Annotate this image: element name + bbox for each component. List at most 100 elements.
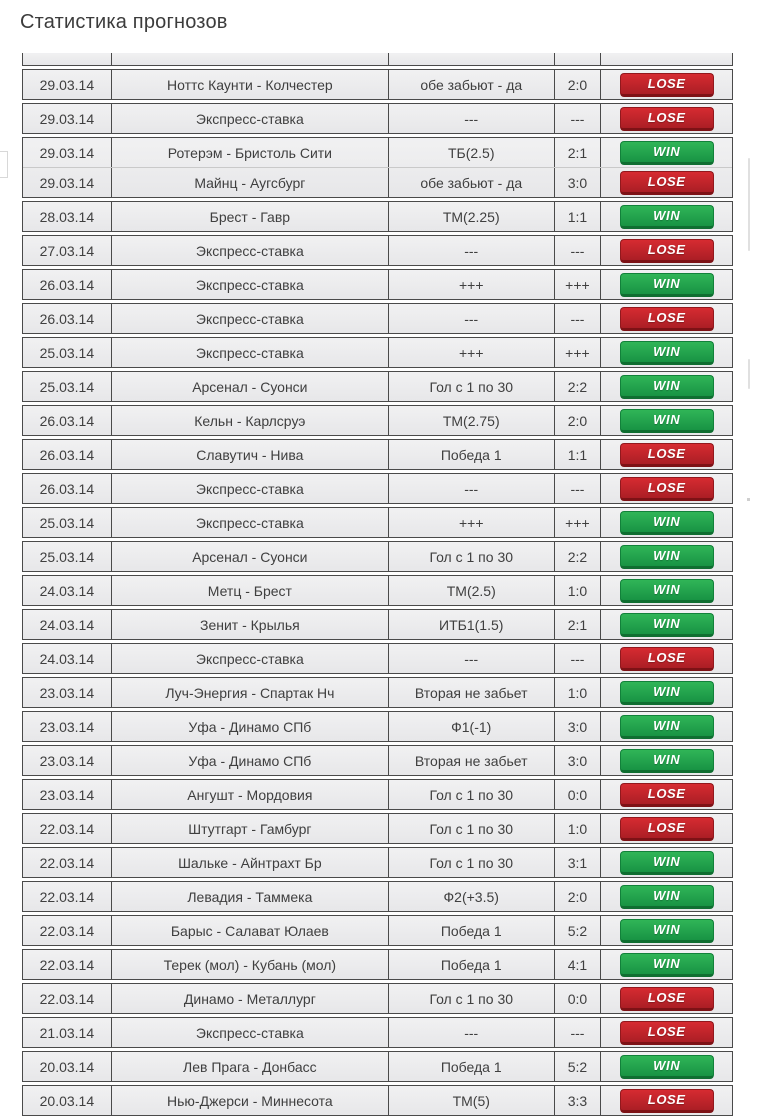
date-cell: 29.03.14	[39, 76, 95, 93]
date-cell: 29.03.14	[39, 144, 95, 161]
result-badge[interactable]: WIN	[619, 714, 714, 739]
result-badge[interactable]: WIN	[619, 374, 714, 399]
bet-cell: Вторая не забьет	[387, 746, 554, 775]
bet-cell: Победа 1	[387, 440, 554, 469]
result-badge[interactable]: WIN	[619, 578, 714, 603]
result-badge[interactable]: WIN	[619, 1054, 714, 1079]
result-badge[interactable]: LOSE	[619, 476, 714, 501]
row-group: 22.03.14 Динамо - Металлург Гол с 1 по 3…	[22, 983, 733, 1014]
score-cell: 2:2	[553, 542, 601, 571]
row-group: 28.03.14 Брест - Гавр ТМ(2.25) 1:1 WIN	[22, 201, 733, 232]
result-cell: WIN	[600, 610, 732, 639]
score-cell: ---	[553, 644, 601, 673]
row-group: 20.03.14 Нью-Джерси - Миннесота ТМ(5) 3:…	[22, 1085, 733, 1116]
match-cell: Барыс - Салават Юлаев	[110, 916, 388, 945]
score-cell: 1:0	[553, 814, 601, 843]
result-badge[interactable]: LOSE	[619, 782, 714, 807]
match-cell: Метц - Брест	[110, 576, 388, 605]
row-group: 29.03.14 Экспресс-ставка --- --- LOSE	[22, 103, 733, 134]
result-badge[interactable]: WIN	[619, 748, 714, 773]
result-badge[interactable]: WIN	[619, 850, 714, 875]
match-cell: Луч-Энергия - Спартак Нч	[110, 678, 388, 707]
result-cell: WIN	[600, 678, 732, 707]
result-badge[interactable]: WIN	[619, 204, 714, 229]
date-cell: 26.03.14	[39, 480, 95, 497]
result-badge[interactable]: LOSE	[619, 986, 714, 1011]
result-cell: LOSE	[600, 474, 732, 503]
bet-cell	[387, 53, 554, 65]
table-row: 22.03.14 Барыс - Салават Юлаев Победа 1 …	[23, 916, 732, 945]
table-row: 23.03.14 Уфа - Динамо СПб Ф1(-1) 3:0 WIN	[23, 712, 732, 741]
bet-cell: ---	[387, 236, 554, 265]
table-row: 22.03.14 Левадия - Таммека Ф2(+3.5) 2:0 …	[23, 882, 732, 911]
date-cell: 23.03.14	[39, 718, 95, 735]
result-badge[interactable]: WIN	[619, 612, 714, 637]
match-cell: Экспресс-ставка	[110, 474, 388, 503]
result-badge[interactable]: WIN	[619, 340, 714, 365]
score-cell: 2:1	[553, 610, 601, 639]
result-badge[interactable]: LOSE	[619, 72, 714, 97]
match-cell: Брест - Гавр	[110, 202, 388, 231]
result-badge[interactable]: WIN	[619, 680, 714, 705]
table-row: 24.03.14 Экспресс-ставка --- --- LOSE	[23, 644, 732, 673]
bet-cell: Гол с 1 по 30	[387, 372, 554, 401]
result-cell: WIN	[600, 848, 732, 877]
row-group: 29.03.14 Ноттс Каунти - Колчестер обе за…	[22, 69, 733, 100]
result-badge[interactable]: LOSE	[619, 442, 714, 467]
row-group: 22.03.14 Штутгарт - Гамбург Гол с 1 по 3…	[22, 813, 733, 844]
match-cell: Экспресс-ставка	[110, 270, 388, 299]
match-cell: Уфа - Динамо СПб	[110, 712, 388, 741]
result-cell: LOSE	[600, 168, 732, 197]
score-cell: 4:1	[553, 950, 601, 979]
table-row: 23.03.14 Уфа - Динамо СПб Вторая не забь…	[23, 746, 732, 775]
result-badge[interactable]: WIN	[619, 408, 714, 433]
match-cell: Штутгарт - Гамбург	[110, 814, 388, 843]
match-cell	[110, 53, 388, 65]
result-badge[interactable]: WIN	[619, 918, 714, 943]
row-group: 26.03.14 Кельн - Карлсруэ ТМ(2.75) 2:0 W…	[22, 405, 733, 436]
date-cell: 25.03.14	[39, 514, 95, 531]
bet-cell: ---	[387, 644, 554, 673]
score-cell: +++	[553, 508, 601, 537]
row-group: 25.03.14 Экспресс-ставка +++ +++ WIN	[22, 507, 733, 538]
result-badge[interactable]: WIN	[619, 510, 714, 535]
result-cell: WIN	[600, 270, 732, 299]
bet-cell: +++	[387, 508, 554, 537]
table-row: 23.03.14 Ангушт - Мордовия Гол с 1 по 30…	[23, 780, 732, 809]
score-cell: 5:2	[553, 1052, 601, 1081]
result-badge[interactable]: LOSE	[619, 816, 714, 841]
table-row: 25.03.14 Экспресс-ставка +++ +++ WIN	[23, 338, 732, 367]
result-badge[interactable]: LOSE	[619, 106, 714, 131]
match-cell: Арсенал - Суонси	[110, 372, 388, 401]
table-row: 22.03.14 Терек (мол) - Кубань (мол) Побе…	[23, 950, 732, 979]
table-row: 25.03.14 Арсенал - Суонси Гол с 1 по 30 …	[23, 372, 732, 401]
cut-row-sliver	[22, 53, 733, 66]
row-group: 21.03.14 Экспресс-ставка --- --- LOSE	[22, 1017, 733, 1048]
date-cell: 23.03.14	[39, 786, 95, 803]
result-badge[interactable]: WIN	[619, 884, 714, 909]
result-badge[interactable]: LOSE	[619, 646, 714, 671]
result-cell: LOSE	[600, 236, 732, 265]
match-cell: Экспресс-ставка	[110, 644, 388, 673]
result-badge[interactable]: LOSE	[619, 170, 714, 195]
row-group: 24.03.14 Экспресс-ставка --- --- LOSE	[22, 643, 733, 674]
table-row: 22.03.14 Динамо - Металлург Гол с 1 по 3…	[23, 984, 732, 1013]
result-badge[interactable]: WIN	[619, 544, 714, 569]
match-cell: Кельн - Карлсруэ	[110, 406, 388, 435]
result-badge[interactable]: WIN	[619, 272, 714, 297]
score-cell: ---	[553, 236, 601, 265]
result-badge[interactable]: LOSE	[619, 306, 714, 331]
result-cell: WIN	[600, 746, 732, 775]
result-badge[interactable]: LOSE	[619, 1088, 714, 1113]
date-cell: 25.03.14	[39, 548, 95, 565]
result-badge[interactable]: WIN	[619, 140, 714, 165]
row-group: 26.03.14 Славутич - Нива Победа 1 1:1 LO…	[22, 439, 733, 470]
result-cell: LOSE	[600, 440, 732, 469]
date-cell: 28.03.14	[39, 208, 95, 225]
date-cell: 22.03.14	[39, 888, 95, 905]
result-cell: LOSE	[600, 644, 732, 673]
result-badge[interactable]: LOSE	[619, 1020, 714, 1045]
result-badge[interactable]: WIN	[619, 952, 714, 977]
result-badge[interactable]: LOSE	[619, 238, 714, 263]
result-cell: WIN	[600, 712, 732, 741]
